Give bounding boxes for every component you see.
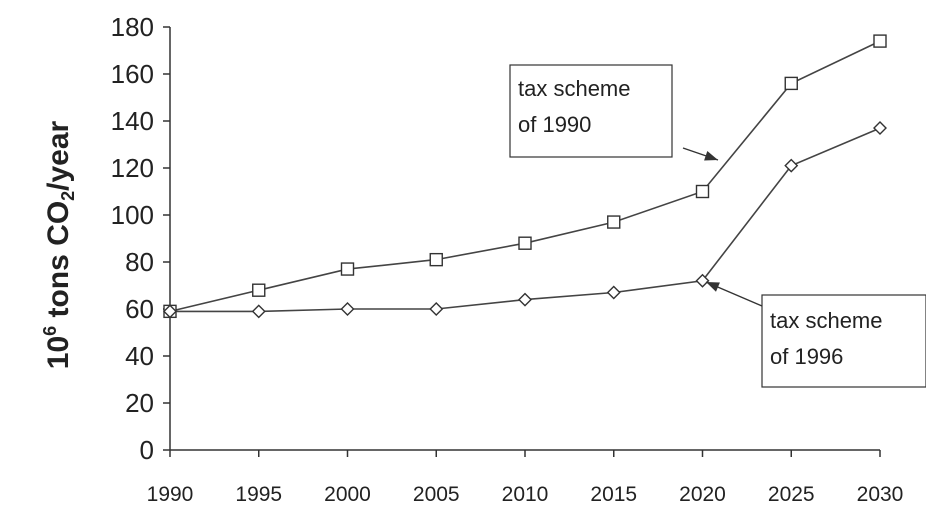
- annotation-arrowhead: [706, 282, 720, 292]
- y-tick-label: 180: [111, 12, 154, 42]
- annotation-2: tax scheme of 1996: [705, 281, 926, 388]
- y-tick-label: 80: [125, 247, 154, 277]
- annotation-text: of 1996: [770, 344, 843, 369]
- y-tick-label: 40: [125, 341, 154, 371]
- data-point-square: [429, 252, 443, 267]
- y-tick-label: 60: [125, 294, 154, 324]
- y-tick-label: 0: [140, 435, 154, 465]
- annotation-text: tax scheme: [518, 76, 631, 101]
- x-tick-label: 2025: [768, 483, 815, 506]
- annotation-text: tax scheme: [770, 308, 883, 333]
- series-2: [163, 121, 887, 319]
- y-tick-label: 20: [125, 388, 154, 418]
- y-axis-label-subscript: 2: [58, 191, 78, 201]
- annotations: tax scheme of 1990 tax scheme of 1996: [509, 64, 926, 388]
- data-point-square: [607, 215, 621, 229]
- x-tick-label: 2000: [324, 483, 371, 506]
- data-point-square: [784, 76, 798, 91]
- data-point-diamond: [340, 302, 355, 316]
- annotation-box: [761, 294, 926, 388]
- y-axis-label-exponent: 6: [40, 326, 60, 336]
- data-point-diamond: [518, 292, 532, 307]
- y-tick-label: 100: [111, 200, 154, 230]
- x-tick-label: 2005: [413, 483, 460, 506]
- data-point-diamond: [429, 302, 444, 316]
- axes: 0 20 40 60 80 100 120 140 160 180 1990 1995 2000 2005…: [111, 12, 904, 506]
- annotation-1: tax scheme of 1990: [509, 64, 719, 161]
- data-point-diamond: [784, 158, 799, 173]
- data-point-diamond: [695, 273, 710, 288]
- y-axis-label-text-part: tons CO: [42, 201, 75, 326]
- data-point-square: [340, 262, 355, 276]
- annotation-text: of 1990: [518, 112, 591, 137]
- data-point-square: [695, 184, 710, 199]
- data-point-diamond: [873, 121, 887, 136]
- data-point-square: [252, 283, 266, 297]
- x-tick-label: 2010: [502, 483, 549, 506]
- data-point-diamond: [606, 285, 621, 300]
- y-tick-label: 120: [111, 153, 154, 183]
- y-axis-label-base: 10: [42, 336, 75, 369]
- data-point-square: [518, 236, 532, 250]
- x-tick-label: 2015: [590, 483, 637, 506]
- y-axis-label: 106 tons CO2/year: [40, 120, 78, 369]
- y-axis-label-text: 106 tons CO2/year: [40, 120, 78, 369]
- x-tick-label: 1990: [147, 483, 194, 506]
- x-tick-label: 2030: [857, 483, 904, 506]
- data-point-diamond: [251, 304, 266, 319]
- data-point-square: [873, 34, 887, 48]
- series-layer: [163, 34, 887, 319]
- y-axis-label-suffix: /year: [42, 120, 75, 190]
- annotation-arrowhead: [704, 151, 718, 161]
- data-point-diamond: [163, 304, 177, 319]
- y-tick-label: 160: [111, 59, 154, 89]
- x-tick-label: 2020: [679, 483, 726, 506]
- annotation-box: [509, 64, 673, 158]
- y-tick-label: 140: [111, 106, 154, 136]
- x-tick-label: 1995: [235, 483, 282, 506]
